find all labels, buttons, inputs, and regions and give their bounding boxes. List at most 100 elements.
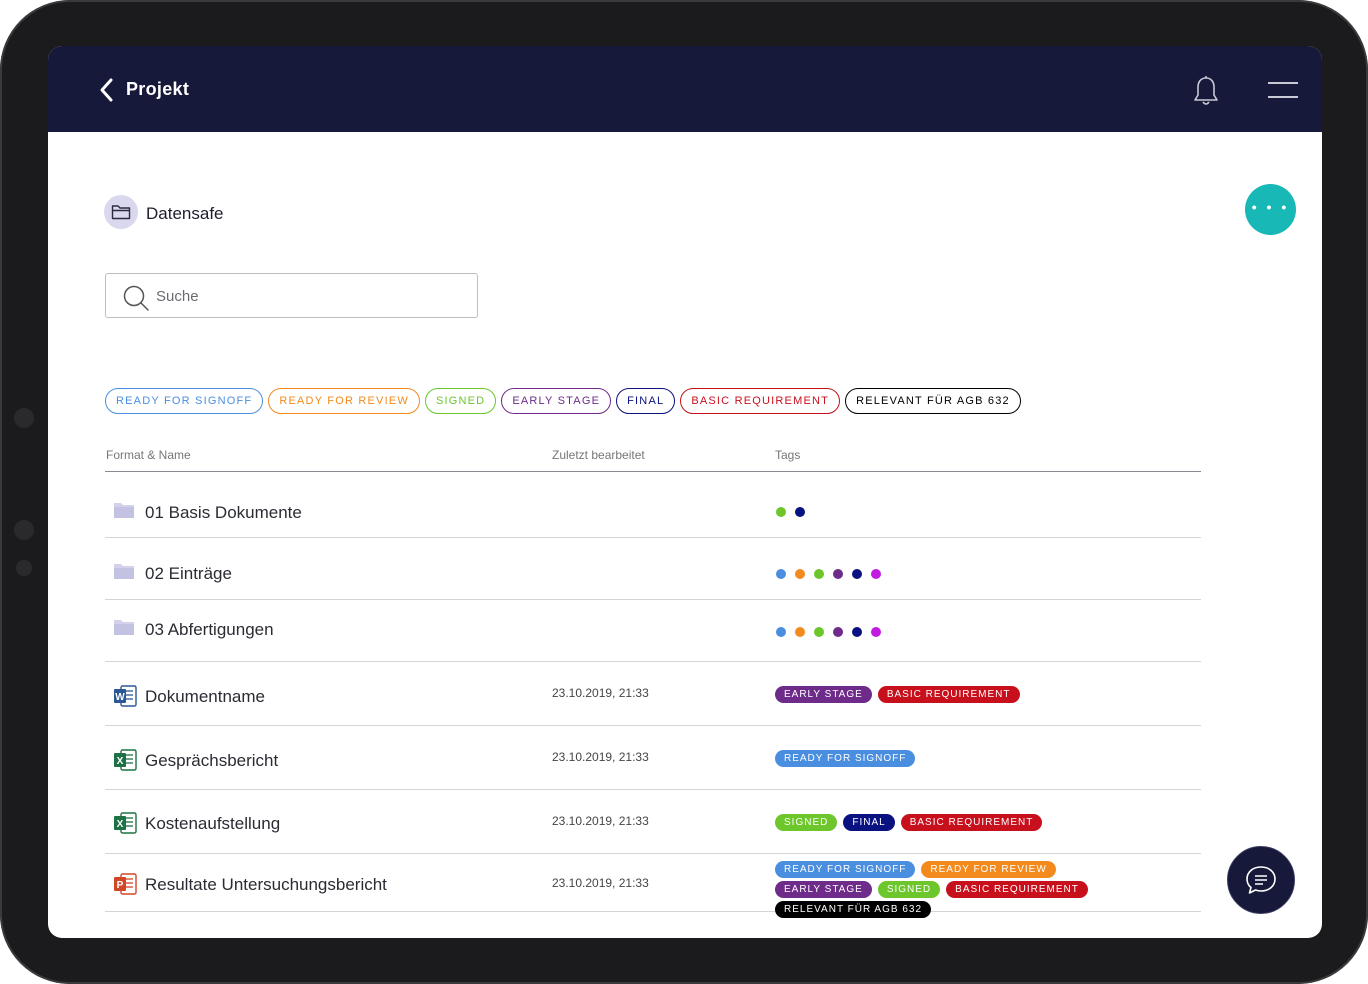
tag-badge[interactable]: BASIC REQUIREMENT (877, 686, 1020, 703)
tag-list: READY FOR SIGNOFF READY FOR REVIEW EARLY S… (775, 861, 1155, 918)
filter-chip[interactable]: FINAL (616, 388, 676, 414)
tag-badge[interactable]: READY FOR REVIEW (921, 861, 1056, 878)
modified-date: 23.10.2019, 21:33 (552, 750, 649, 764)
search-input[interactable] (156, 284, 456, 308)
app-screen: Projekt Datensafe • • • (48, 46, 1322, 938)
tag-dot (871, 569, 881, 579)
word-file-icon: W (113, 685, 137, 712)
tag-badge[interactable]: RELEVANT FÜR AGB 632 (775, 901, 932, 918)
filter-chip[interactable]: RELEVANT FÜR AGB 632 (845, 388, 1021, 414)
hamburger-menu-icon (1268, 82, 1298, 84)
tag-dots (776, 507, 805, 517)
folder-icon (113, 618, 135, 641)
folder-icon (113, 562, 135, 585)
folder-icon (111, 205, 131, 220)
tag-dots (776, 569, 881, 579)
filter-chip[interactable]: BASIC REQUIREMENT (680, 388, 841, 414)
more-options-button[interactable]: • • • (1245, 184, 1296, 235)
item-name[interactable]: 01 Basis Dokumente (145, 503, 302, 522)
filter-chip[interactable]: EARLY STAGE (501, 388, 612, 414)
tag-dot (833, 627, 843, 637)
more-dots-icon: • • • (1251, 198, 1290, 215)
tag-dot (852, 569, 862, 579)
tag-badge[interactable]: READY FOR SIGNOFF (775, 861, 916, 878)
tag-badge[interactable]: BASIC REQUIREMENT (900, 814, 1043, 831)
bell-icon (1194, 76, 1218, 105)
tag-dot (814, 627, 824, 637)
item-name[interactable]: Kostenaufstellung (145, 814, 281, 833)
folder-row[interactable]: 02 Einträge (105, 538, 1201, 600)
folder-icon (113, 501, 135, 524)
tag-dot (776, 569, 786, 579)
page-title: Projekt (126, 79, 190, 99)
tag-dot (795, 627, 805, 637)
app-header: Projekt (48, 46, 1322, 132)
file-row[interactable]: W Dokumentname 23.10.2019, 21:33 EARLY STAG… (105, 662, 1201, 726)
file-row[interactable]: X Kostenaufstellung 23.10.2019, 21:33 SIGNE… (105, 790, 1201, 854)
file-row[interactable]: P Resultate Untersuchungsbericht 23.10.201… (105, 854, 1201, 918)
file-row[interactable]: X Gesprächsbericht 23.10.2019, 21:33 READY … (105, 726, 1201, 790)
hamburger-menu-icon (1268, 96, 1298, 98)
chat-button[interactable] (1227, 846, 1295, 914)
tag-badge[interactable]: SIGNED (877, 881, 941, 898)
tag-dot (776, 507, 786, 517)
item-name[interactable]: 02 Einträge (145, 564, 232, 583)
modified-date: 23.10.2019, 21:33 (552, 814, 649, 828)
svg-text:X: X (117, 819, 124, 830)
tag-badge[interactable]: READY FOR SIGNOFF (775, 750, 916, 767)
tag-dot (814, 569, 824, 579)
tag-dot (776, 627, 786, 637)
device-side-button (14, 520, 34, 540)
tag-badge[interactable]: EARLY STAGE (775, 881, 872, 898)
tag-dot (795, 569, 805, 579)
tag-badge[interactable]: SIGNED (775, 814, 838, 831)
device-side-button (16, 560, 32, 576)
notifications-button[interactable] (1191, 75, 1221, 107)
tag-list: EARLY STAGE BASIC REQUIREMENT (775, 686, 1155, 703)
tag-badge[interactable]: FINAL (843, 814, 895, 831)
item-name[interactable]: Dokumentname (145, 687, 266, 706)
tag-dot (833, 569, 843, 579)
column-header-modified[interactable]: Zuletzt bearbeitet (552, 448, 645, 462)
folder-row[interactable]: 01 Basis Dokumente (105, 472, 1201, 538)
filter-chip[interactable]: READY FOR REVIEW (268, 388, 420, 414)
svg-text:P: P (117, 880, 124, 891)
device-side-button (14, 408, 34, 428)
svg-text:W: W (115, 692, 125, 703)
tag-list: READY FOR SIGNOFF (775, 750, 1155, 767)
column-header-tags[interactable]: Tags (775, 448, 801, 462)
tag-dot (852, 627, 862, 637)
menu-button[interactable] (1268, 82, 1298, 100)
search-icon (123, 285, 149, 311)
modified-date: 23.10.2019, 21:33 (552, 686, 649, 700)
svg-text:X: X (117, 756, 124, 767)
folder-row[interactable]: 03 Abfertigungen (105, 600, 1201, 662)
filter-chip[interactable]: SIGNED (424, 388, 497, 414)
tag-dot (871, 627, 881, 637)
item-name[interactable]: Gesprächsbericht (145, 751, 279, 770)
item-name[interactable]: 03 Abfertigungen (145, 620, 274, 639)
tag-dot (795, 507, 805, 517)
column-header-name[interactable]: Format & Name (106, 448, 191, 462)
folder-badge (104, 195, 138, 229)
tag-badge[interactable]: EARLY STAGE (775, 686, 872, 703)
excel-file-icon: X (113, 749, 137, 776)
table-header: Format & Name Zuletzt bearbeitet Tags (105, 444, 1201, 472)
tag-list: SIGNED FINAL BASIC REQUIREMENT (775, 814, 1155, 831)
back-button[interactable] (96, 76, 118, 104)
chat-bubble-icon (1246, 866, 1276, 894)
item-name[interactable]: Resultate Untersuchungsbericht (145, 875, 387, 894)
table-body: 01 Basis Dokumente 02 Einträge 03 Abfertig… (105, 472, 1201, 918)
tag-filter-bar: READY FOR SIGNOFF READY FOR REVIEW SIGNED E… (105, 388, 1021, 414)
tag-badge[interactable]: BASIC REQUIREMENT (946, 881, 1088, 898)
tag-dots (776, 627, 881, 637)
search-box (105, 273, 478, 318)
excel-file-icon: X (113, 812, 137, 839)
chevron-left-icon (100, 78, 113, 102)
section-title: Datensafe (146, 204, 224, 223)
modified-date: 23.10.2019, 21:33 (552, 876, 649, 890)
powerpoint-file-icon: P (113, 873, 137, 900)
file-table: Format & Name Zuletzt bearbeitet Tags 01… (105, 444, 1201, 918)
filter-chip[interactable]: READY FOR SIGNOFF (105, 388, 264, 414)
